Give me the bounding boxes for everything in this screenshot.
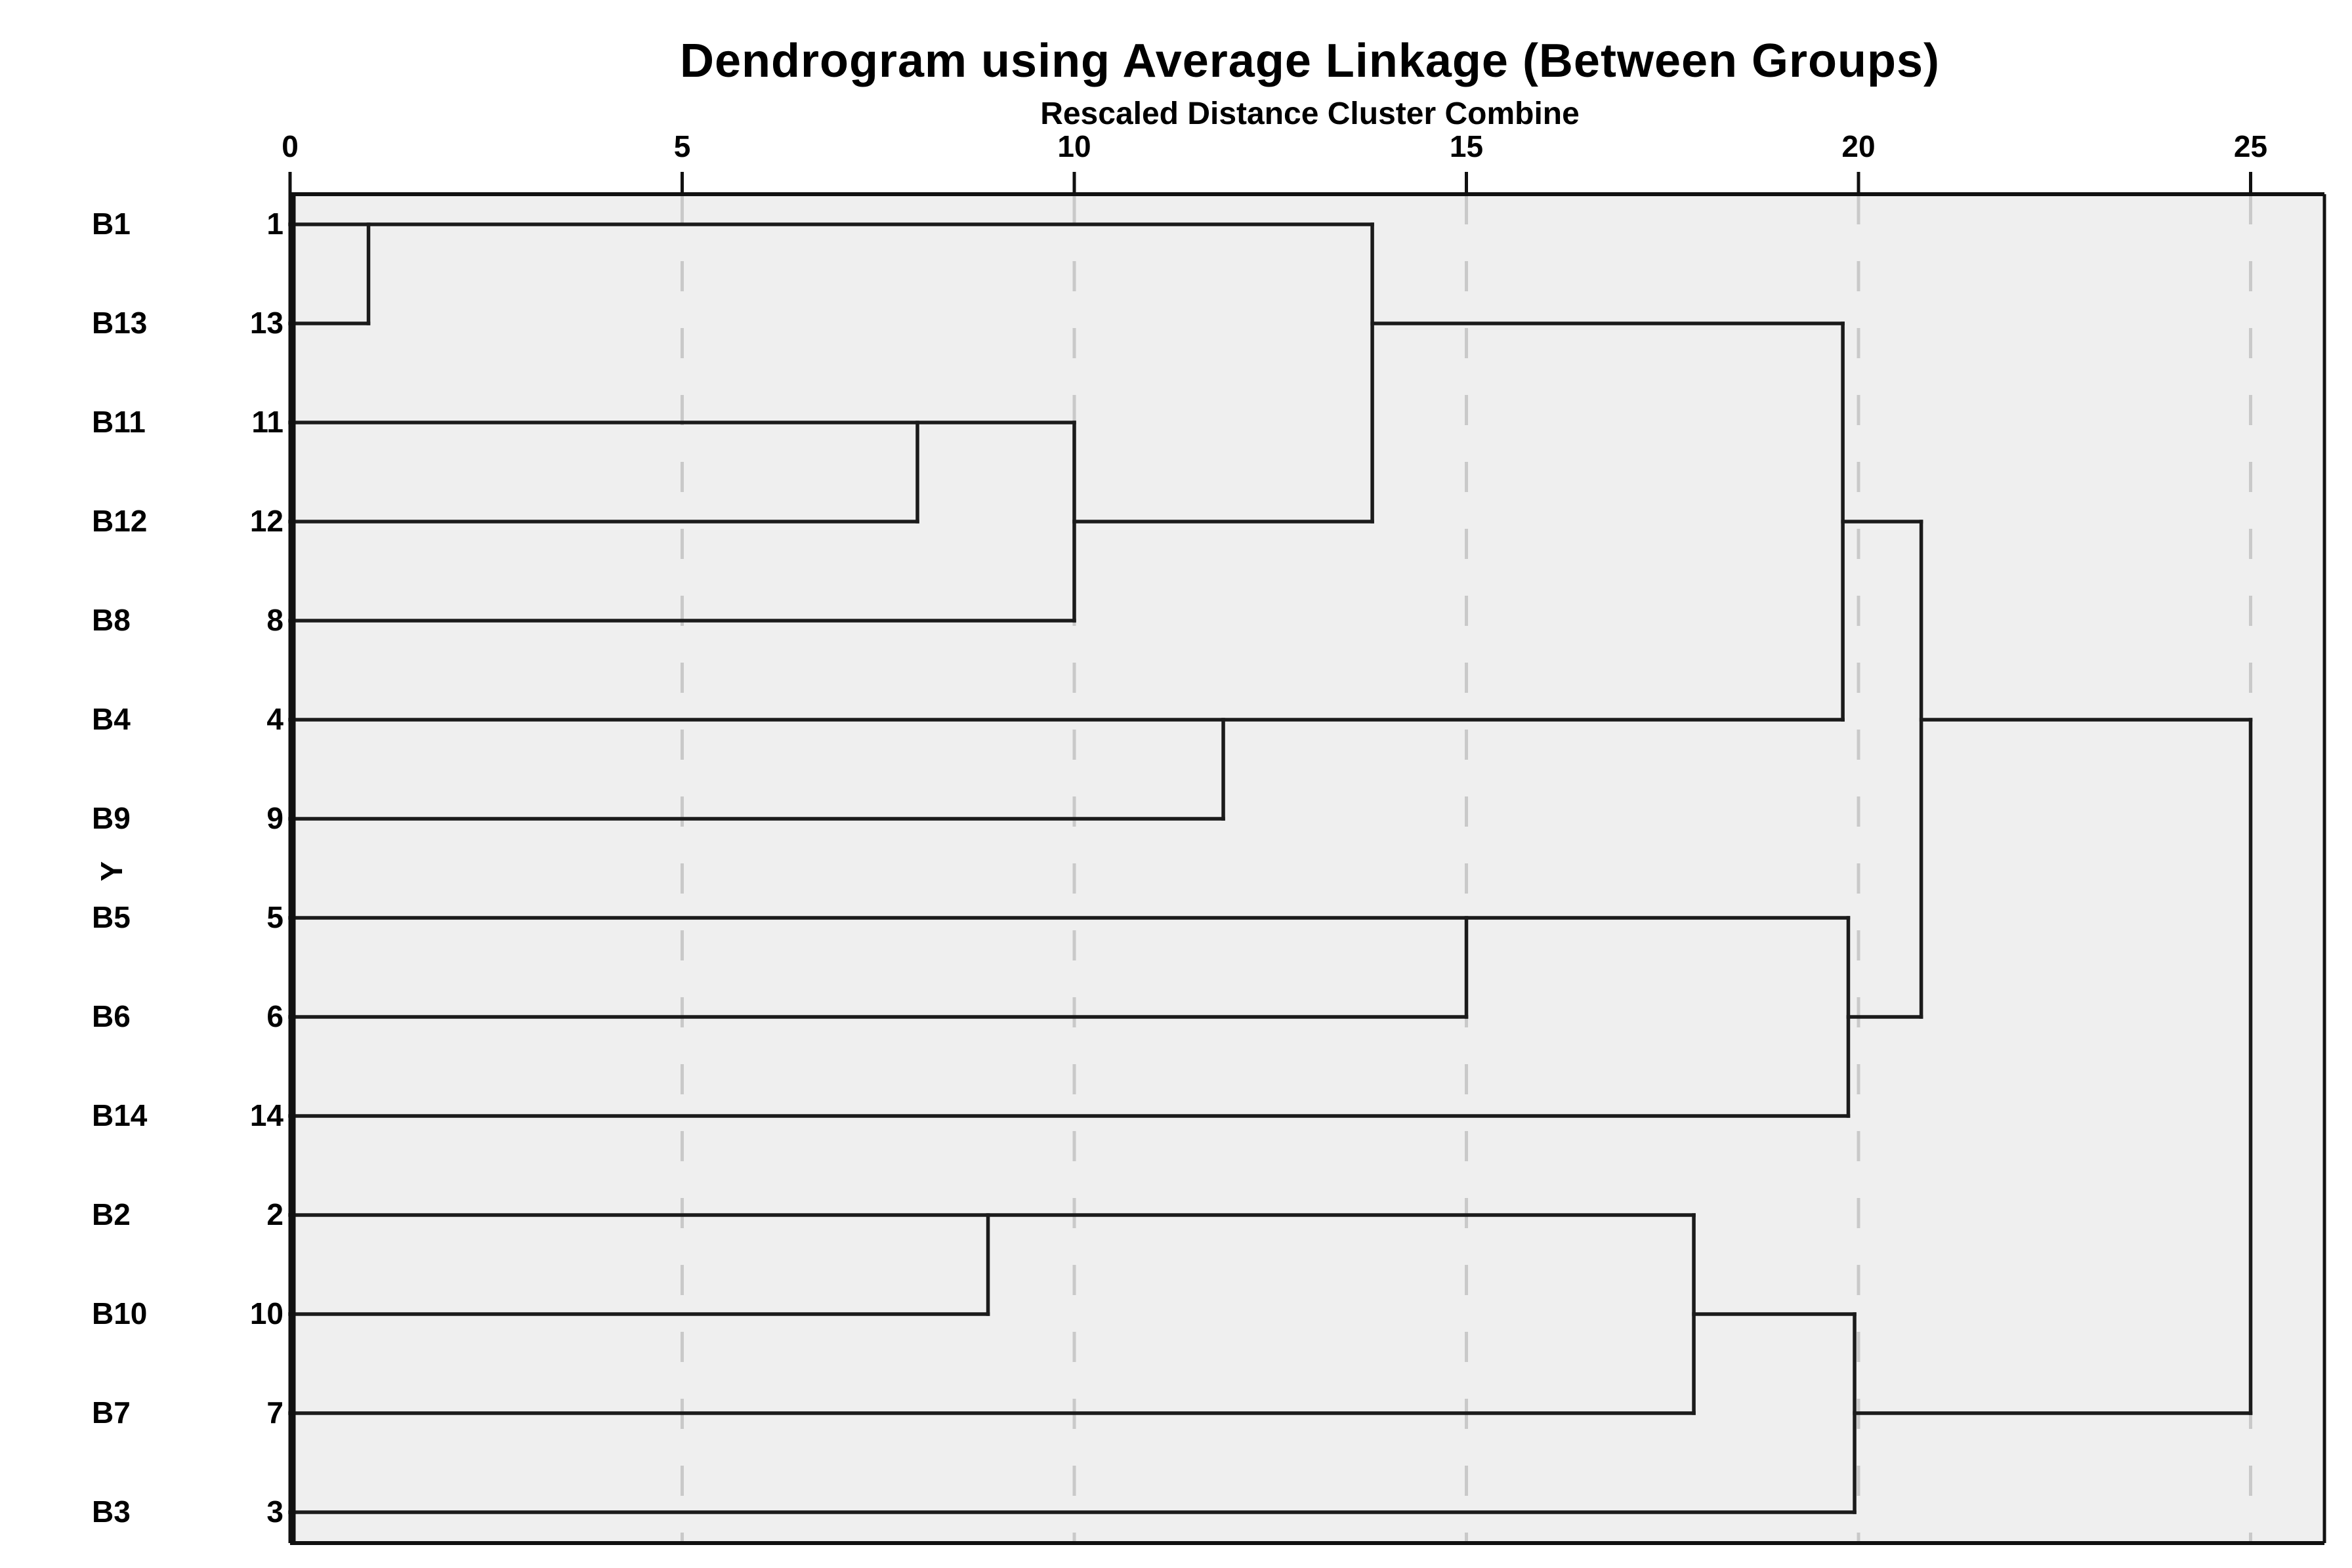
case-number: 14: [249, 1098, 284, 1132]
case-number: 4: [266, 702, 284, 736]
axis-tick-label: 25: [2233, 129, 2268, 163]
case-label: B5: [92, 900, 131, 934]
case-label: B12: [92, 504, 148, 538]
y-axis-title: Y: [94, 861, 129, 882]
case-number: 3: [266, 1495, 284, 1529]
case-number: 12: [249, 504, 284, 538]
case-number: 5: [266, 900, 284, 934]
chart-title: Dendrogram using Average Linkage (Betwee…: [679, 35, 1940, 87]
case-label: B11: [92, 405, 146, 439]
case-label: B4: [92, 702, 131, 736]
case-label: B10: [92, 1296, 148, 1331]
case-number: 2: [266, 1197, 284, 1231]
case-label: B14: [92, 1098, 148, 1132]
case-number: 11: [251, 405, 284, 439]
case-label: B8: [92, 603, 131, 637]
case-label: B1: [92, 207, 131, 241]
case-label: B7: [92, 1395, 131, 1430]
case-label: B6: [92, 999, 131, 1033]
case-number: 13: [249, 306, 284, 340]
axis-tick-label: 0: [282, 129, 299, 163]
case-number: 6: [266, 999, 284, 1033]
case-label: B2: [92, 1197, 131, 1231]
case-number: 9: [266, 801, 284, 835]
case-number: 1: [266, 207, 284, 241]
axis-tick-label: 20: [1841, 129, 1876, 163]
case-label: B3: [92, 1495, 131, 1529]
case-label: B13: [92, 306, 148, 340]
axis-tick-label: 5: [673, 129, 691, 163]
axis-tick-label: 15: [1449, 129, 1484, 163]
case-label: B9: [92, 801, 131, 835]
case-number: 10: [249, 1296, 284, 1331]
axis-tick-label: 10: [1057, 129, 1091, 163]
plot-background: [290, 194, 2324, 1543]
case-number: 7: [266, 1395, 284, 1430]
distance-axis-title: Rescaled Distance Cluster Combine: [1040, 96, 1580, 131]
case-number: 8: [266, 603, 284, 637]
